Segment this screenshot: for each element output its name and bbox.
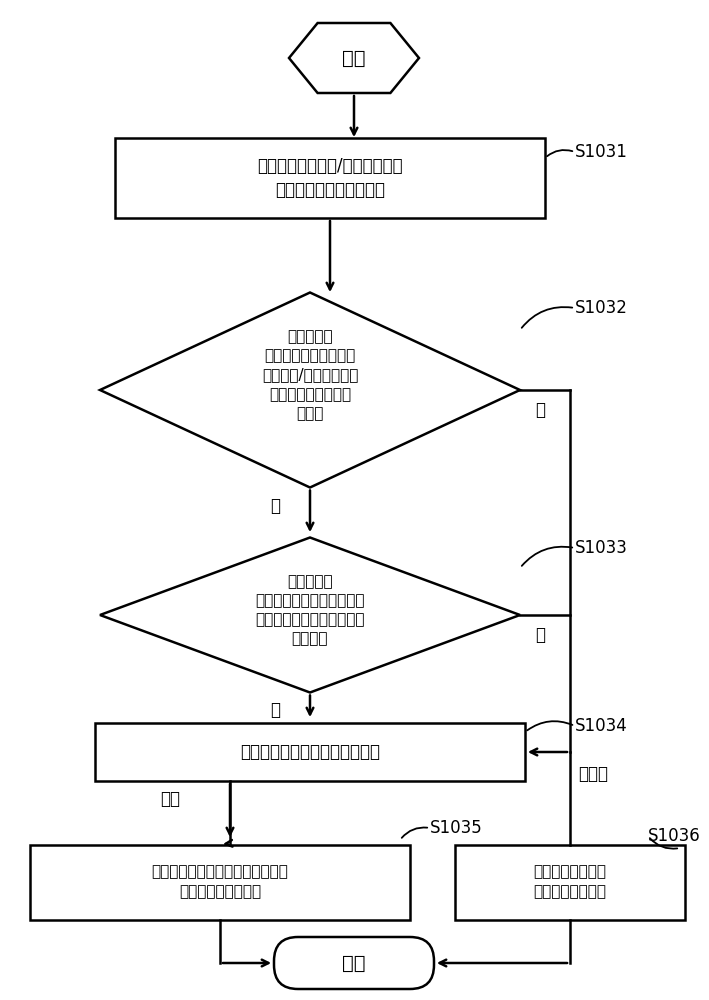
Polygon shape <box>100 292 520 488</box>
Text: 根据当前的单据和/或及用户的属
性信息，查找关联映射表: 根据当前的单据和/或及用户的属 性信息，查找关联映射表 <box>257 157 403 199</box>
Text: 关联: 关联 <box>160 790 180 808</box>
Text: S1036: S1036 <box>648 827 700 845</box>
Text: 否: 否 <box>535 401 545 419</box>
Text: 根据对应的
临时附件的路径，判断服务
器中是否存在与单据对应的
临时附件: 根据对应的 临时附件的路径，判断服务 器中是否存在与单据对应的 临时附件 <box>255 574 364 646</box>
Text: S1033: S1033 <box>575 539 628 557</box>
FancyBboxPatch shape <box>274 937 434 989</box>
Text: 将单据与对应的临时附件的路径绑
定，并提交至服务器: 将单据与对应的临时附件的路径绑 定，并提交至服务器 <box>152 865 289 899</box>
Bar <box>115 138 545 218</box>
Text: S1034: S1034 <box>575 717 627 735</box>
Text: 判断关联映
射表中是否存在与当前
的单据和/或用户的属性
信息对应的临时附件
的路径: 判断关联映 射表中是否存在与当前 的单据和/或用户的属性 信息对应的临时附件 的… <box>262 329 358 421</box>
Polygon shape <box>289 23 419 93</box>
Text: 提示用户选择是否进行附件关联: 提示用户选择是否进行附件关联 <box>240 743 380 761</box>
Text: 否: 否 <box>535 626 545 644</box>
Bar <box>95 723 525 781</box>
Bar <box>30 844 410 920</box>
Text: 新增上传与单据对
应的附件至服务器: 新增上传与单据对 应的附件至服务器 <box>533 865 606 899</box>
Text: 是: 是 <box>270 702 280 720</box>
Text: S1031: S1031 <box>575 143 628 161</box>
Text: 是: 是 <box>270 496 280 514</box>
Bar <box>455 844 685 920</box>
Text: 不关联: 不关联 <box>578 765 608 783</box>
Polygon shape <box>100 538 520 692</box>
Text: S1035: S1035 <box>430 819 483 837</box>
Text: S1032: S1032 <box>575 299 628 317</box>
Text: 结束: 结束 <box>342 954 366 972</box>
Text: 开始: 开始 <box>342 48 366 68</box>
